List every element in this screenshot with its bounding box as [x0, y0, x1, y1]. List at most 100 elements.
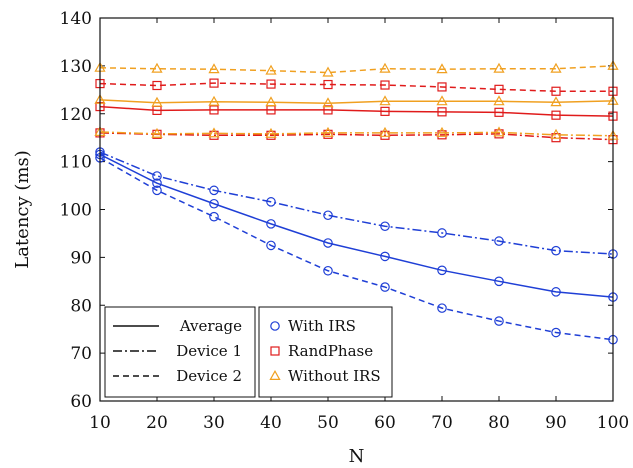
- y-tick-label: 120: [60, 105, 92, 125]
- data-point: [550, 96, 562, 107]
- series-randphase-average: [95, 101, 618, 121]
- data-point: [322, 126, 334, 137]
- y-tick-label: 100: [60, 201, 92, 221]
- data-point: [493, 95, 505, 106]
- data-point: [265, 64, 277, 75]
- data-point: [209, 78, 219, 88]
- data-point: [322, 66, 334, 77]
- data-point: [151, 96, 163, 107]
- legend-box: [104, 306, 256, 398]
- legend-marker: [270, 321, 280, 331]
- series-line: [99, 65, 614, 74]
- data-point: [437, 265, 447, 276]
- data-point: [152, 171, 162, 181]
- series-line: [99, 157, 614, 341]
- data-point: [209, 185, 219, 196]
- legend-linestyles: Average Device 1 Device 2: [104, 306, 256, 398]
- data-point: [551, 86, 561, 96]
- data-point: [323, 265, 333, 276]
- data-point: [151, 62, 163, 73]
- series-randphase-device-1: [95, 128, 618, 145]
- data-point: [551, 245, 561, 256]
- data-point: [209, 105, 219, 115]
- data-point: [436, 95, 448, 106]
- legend-methods: With IRS RandPhase Without IRS: [258, 306, 393, 398]
- legend-marker: [270, 346, 280, 356]
- data-point: [209, 198, 219, 209]
- data-point: [266, 197, 276, 207]
- series-without-irs-device-2: [94, 59, 619, 77]
- data-point: [323, 79, 333, 90]
- data-point: [493, 62, 505, 73]
- data-point: [265, 127, 277, 138]
- data-point: [550, 62, 562, 73]
- x-tick-label: 20: [146, 413, 168, 433]
- data-point: [208, 95, 220, 106]
- x-tick-label: 100: [597, 413, 629, 433]
- x-tick-label: 10: [89, 413, 111, 433]
- data-point: [436, 63, 448, 74]
- series-with-irs-device-2: [95, 152, 618, 345]
- x-tick-label: 70: [431, 413, 453, 433]
- data-point: [208, 127, 220, 138]
- data-point: [437, 303, 447, 313]
- y-tick-label: 130: [60, 57, 92, 77]
- series-layer: [94, 59, 619, 345]
- series-without-irs-device-1: [94, 125, 619, 140]
- data-point: [151, 127, 163, 138]
- y-tick-label: 70: [70, 344, 92, 364]
- series-line: [99, 82, 613, 92]
- series-randphase-device-2: [95, 78, 618, 96]
- y-tick-label: 80: [70, 296, 92, 316]
- data-point: [379, 95, 391, 106]
- series-with-irs-device-1: [95, 147, 618, 259]
- legend-label: With IRS: [288, 317, 356, 335]
- data-point: [436, 126, 448, 137]
- legend-label: Average: [179, 317, 242, 335]
- data-point: [323, 210, 333, 221]
- series-line: [99, 131, 614, 137]
- data-point: [551, 110, 561, 120]
- y-tick-label: 60: [70, 392, 92, 412]
- data-point: [551, 287, 561, 297]
- x-tick-label: 30: [203, 413, 225, 433]
- series-line: [99, 151, 614, 255]
- series-line: [99, 132, 614, 141]
- legend-label: Without IRS: [288, 367, 381, 385]
- plot-frame: [99, 17, 614, 402]
- data-point: [266, 79, 276, 89]
- data-point: [209, 211, 219, 222]
- data-point: [265, 96, 277, 107]
- series-without-irs-average: [94, 93, 619, 108]
- data-point: [494, 84, 504, 94]
- axis-ticks: 10 20 30 40 50 60 70 80 90 100 60 70 80 90 100 110 120 13…: [60, 9, 630, 433]
- y-tick-label: 110: [60, 153, 92, 173]
- data-point: [379, 126, 391, 137]
- series-line: [99, 153, 614, 298]
- data-point: [323, 105, 333, 115]
- x-tick-label: 50: [317, 413, 339, 433]
- data-point: [437, 82, 447, 92]
- data-point: [494, 316, 504, 326]
- legend-box: [258, 306, 393, 398]
- series-line: [99, 99, 614, 104]
- data-point: [208, 63, 220, 74]
- data-point: [494, 276, 504, 287]
- data-point: [380, 251, 390, 262]
- data-point: [550, 128, 562, 139]
- data-point: [152, 185, 162, 196]
- data-point: [380, 106, 390, 116]
- data-point: [152, 80, 162, 91]
- series-line: [99, 105, 614, 117]
- legend-label: RandPhase: [288, 342, 373, 360]
- data-point: [266, 240, 276, 251]
- y-axis-label: Latency (ms): [12, 150, 33, 269]
- data-point: [494, 236, 504, 246]
- data-point: [380, 221, 390, 232]
- data-point: [380, 80, 390, 90]
- data-point: [494, 107, 504, 117]
- data-point: [266, 219, 276, 229]
- x-tick-label: 60: [374, 413, 396, 433]
- data-point: [379, 62, 391, 73]
